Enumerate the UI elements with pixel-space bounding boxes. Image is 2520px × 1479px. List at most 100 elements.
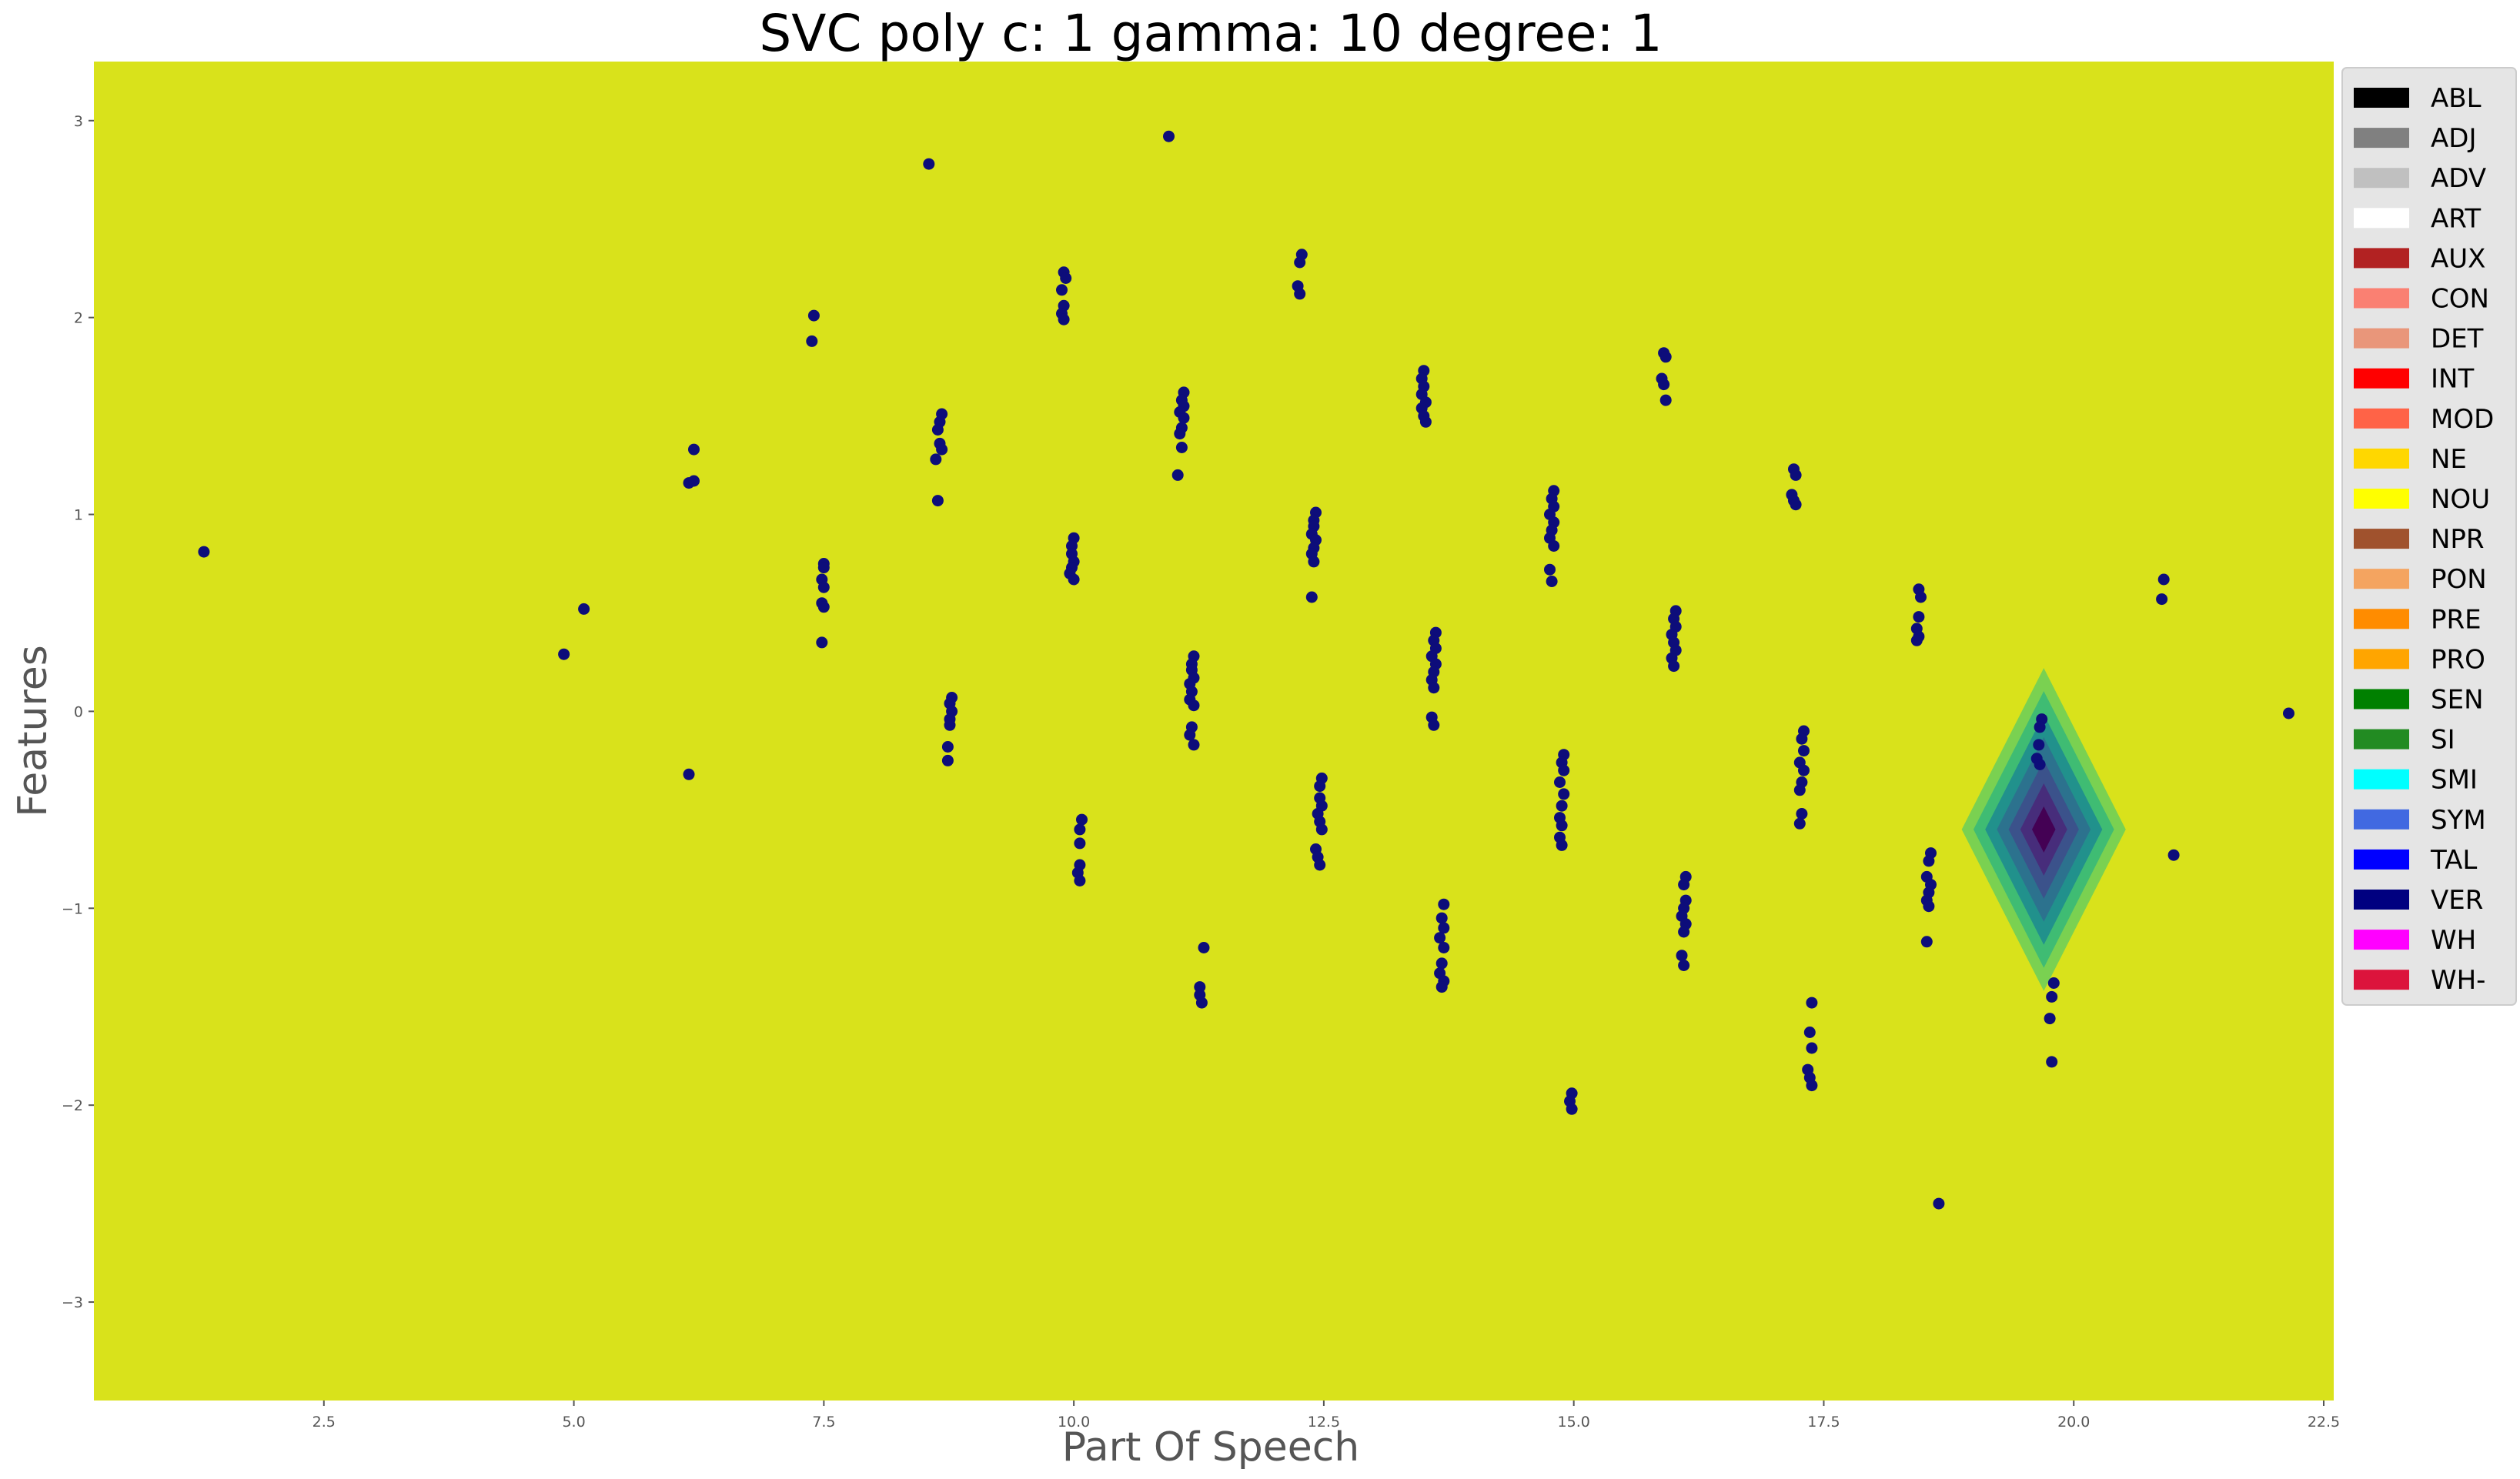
data-point	[1668, 660, 1680, 673]
data-point	[1178, 412, 1190, 424]
data-point	[817, 601, 830, 613]
data-point	[1920, 936, 1933, 948]
legend-swatch	[2354, 288, 2409, 309]
data-point	[2044, 1013, 2056, 1025]
legend-label: WH	[2431, 925, 2476, 956]
data-points	[198, 130, 2294, 1210]
data-point	[2033, 739, 2045, 751]
data-point	[1438, 898, 1450, 910]
data-point	[2034, 721, 2046, 733]
legend-swatch	[2354, 729, 2409, 750]
data-point	[1435, 981, 1448, 993]
data-point	[1058, 313, 1070, 326]
data-point	[944, 719, 956, 731]
data-point	[1659, 351, 1672, 363]
legend-swatch	[2354, 328, 2409, 349]
data-point	[1910, 634, 1923, 646]
x-tick-label: 2.5	[312, 1414, 336, 1431]
data-point	[1566, 1103, 1578, 1115]
data-point	[1556, 839, 1568, 851]
legend-label: INT	[2431, 364, 2474, 395]
data-point	[1806, 1042, 1818, 1054]
chart-title: SVC poly c: 1 gamma: 10 degree: 1	[759, 4, 1662, 63]
data-point	[1428, 719, 1440, 731]
data-point	[1798, 745, 1810, 757]
legend-label: NOU	[2431, 484, 2490, 515]
data-point	[1913, 611, 1925, 623]
legend-label: TAL	[2430, 845, 2477, 876]
x-tick-label: 10.0	[1058, 1414, 1090, 1431]
data-point	[1933, 1197, 1945, 1210]
data-point	[816, 636, 828, 649]
legend-label: NPR	[2431, 524, 2485, 555]
legend-label: ADV	[2431, 163, 2486, 194]
legend-swatch	[2354, 809, 2409, 830]
legend-label: ADJ	[2431, 123, 2476, 154]
legend-label: ART	[2431, 203, 2481, 234]
data-point	[1434, 932, 1446, 944]
data-point	[931, 424, 944, 436]
legend-label: WH-	[2431, 965, 2485, 996]
data-point	[1548, 540, 1560, 552]
x-tick-label: 5.0	[562, 1414, 585, 1431]
data-point	[1678, 960, 1690, 971]
data-point	[1790, 469, 1802, 481]
data-point	[1796, 808, 1808, 820]
y-tick-label: 0	[74, 703, 83, 720]
data-point	[683, 768, 695, 780]
data-point	[1294, 256, 1306, 269]
legend-label: SEN	[2431, 685, 2484, 716]
data-point	[1546, 576, 1558, 587]
legend-label: CON	[2431, 284, 2489, 315]
legend-swatch	[2354, 689, 2409, 709]
legend-swatch	[2354, 368, 2409, 389]
legend-swatch	[2354, 970, 2409, 990]
data-point	[1790, 499, 1802, 511]
legend-label: SYM	[2431, 805, 2486, 836]
y-axis-label: Features	[10, 645, 56, 817]
data-point	[1428, 682, 1440, 694]
legend-label: PON	[2431, 564, 2487, 595]
data-point	[1188, 739, 1200, 751]
data-point	[1435, 957, 1448, 970]
data-point	[1076, 813, 1088, 826]
legend-swatch	[2354, 529, 2409, 549]
data-point	[1558, 788, 1570, 800]
data-point	[941, 754, 954, 766]
legend-swatch	[2354, 489, 2409, 509]
data-point	[1798, 764, 1810, 776]
data-point	[930, 453, 942, 466]
plot-background	[94, 62, 2334, 1401]
y-axis-ticks: 3 2 1 0 −1 −2 −3	[62, 113, 94, 1311]
data-point	[198, 546, 210, 558]
legend-swatch	[2354, 88, 2409, 108]
data-point	[1175, 442, 1188, 453]
data-point	[1806, 997, 1818, 1009]
data-point	[2034, 759, 2046, 770]
x-tick-label: 12.5	[1308, 1414, 1340, 1431]
data-point	[1659, 394, 1672, 406]
legend-label: SMI	[2431, 765, 2478, 796]
data-point	[1194, 981, 1206, 993]
legend-label: NE	[2431, 444, 2467, 475]
data-point	[1556, 800, 1568, 812]
legend-entries: ABL ADJ ADV ART AUX CON DET INT MOD NE NOU NPR PON PR…	[2354, 83, 2494, 996]
data-point	[2167, 849, 2180, 861]
legend-swatch	[2354, 609, 2409, 629]
legend-swatch	[2354, 208, 2409, 229]
data-point	[1074, 837, 1086, 850]
y-tick-label: 1	[74, 507, 83, 524]
y-tick-label: −2	[62, 1097, 83, 1114]
x-tick-label: 7.5	[812, 1414, 835, 1431]
data-point	[578, 603, 590, 615]
data-point	[2156, 593, 2168, 606]
y-tick-label: −1	[62, 900, 83, 917]
data-point	[817, 562, 830, 574]
data-point	[1315, 823, 1328, 836]
data-point	[936, 443, 948, 456]
data-point	[1678, 879, 1690, 891]
x-tick-label: 22.5	[2308, 1414, 2340, 1431]
data-point	[1556, 820, 1568, 832]
data-point	[688, 475, 700, 487]
